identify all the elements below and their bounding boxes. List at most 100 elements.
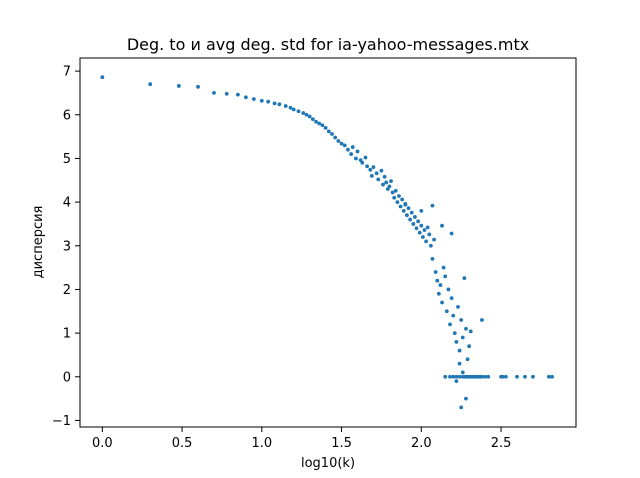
data-point — [457, 348, 462, 353]
data-point — [468, 329, 473, 334]
data-point — [486, 374, 491, 379]
data-point — [480, 318, 484, 322]
data-point — [384, 180, 389, 185]
data-point — [400, 197, 405, 202]
data-point — [457, 374, 462, 379]
data-point — [531, 374, 535, 379]
data-point — [550, 374, 554, 379]
y-axis-ticks: −1 0 1 2 3 4 5 6 7 — [52, 65, 80, 429]
data-point — [360, 160, 365, 165]
data-point — [449, 296, 454, 301]
data-point — [382, 174, 387, 179]
y-tick-label: 3 — [63, 239, 71, 254]
data-point — [430, 203, 435, 208]
data-point — [354, 156, 358, 161]
data-point — [460, 370, 465, 375]
chart-title: Deg. to и avg deg. std for ia-yahoo-mess… — [127, 35, 529, 54]
data-point — [212, 91, 216, 95]
data-point — [446, 287, 451, 292]
data-point — [392, 195, 397, 200]
data-point — [296, 109, 301, 114]
data-point — [465, 357, 470, 362]
data-point — [307, 114, 312, 119]
data-point — [436, 291, 441, 296]
data-point — [336, 139, 341, 143]
data-point — [349, 152, 354, 156]
y-tick-label: 2 — [63, 283, 71, 298]
axes-frame — [79, 57, 577, 428]
x-tick-label: 2.5 — [491, 436, 512, 451]
data-point — [503, 374, 508, 379]
data-point — [390, 190, 395, 195]
x-axis-ticks: 0.0 0.5 1.0 1.5 2.0 2.5 — [92, 427, 511, 451]
data-point — [523, 374, 527, 379]
data-point — [422, 228, 427, 232]
data-point — [441, 265, 446, 270]
data-point — [433, 270, 438, 274]
data-point — [397, 194, 401, 198]
x-tick-label: 2.0 — [411, 436, 432, 451]
data-point — [176, 84, 181, 88]
data-point — [454, 339, 459, 344]
data-point — [440, 300, 444, 305]
data-point — [432, 237, 436, 242]
data-point — [251, 97, 256, 101]
data-point — [416, 219, 421, 224]
x-tick-label: 0.5 — [172, 436, 193, 451]
data-points — [100, 75, 554, 410]
data-point — [451, 374, 456, 379]
data-point — [451, 313, 456, 318]
data-point — [381, 182, 385, 187]
data-point — [310, 117, 315, 122]
data-point — [546, 374, 551, 379]
data-point — [196, 84, 200, 89]
data-point — [456, 305, 460, 309]
data-point — [440, 223, 444, 228]
data-point — [342, 143, 347, 148]
data-point — [371, 165, 376, 170]
data-point — [243, 95, 248, 100]
data-point — [291, 107, 296, 112]
data-point — [459, 405, 464, 410]
data-point — [483, 374, 487, 379]
data-point — [339, 141, 344, 146]
data-point — [443, 374, 448, 379]
data-point — [148, 82, 153, 87]
data-point — [387, 184, 392, 189]
y-tick-label: 4 — [63, 196, 71, 211]
y-axis-label: дисперсия — [31, 206, 46, 279]
y-tick-label: 6 — [63, 108, 71, 123]
data-point — [515, 374, 519, 379]
data-point — [457, 361, 462, 366]
data-point — [424, 239, 428, 244]
data-point — [459, 318, 464, 322]
data-point — [425, 225, 430, 230]
data-point — [266, 99, 271, 104]
data-point — [100, 75, 105, 80]
data-point — [452, 331, 457, 336]
data-point — [368, 167, 373, 172]
data-point — [417, 230, 422, 235]
data-point — [419, 223, 424, 228]
data-point — [283, 104, 288, 108]
data-point — [460, 335, 465, 340]
data-point — [395, 200, 400, 205]
data-point — [272, 101, 277, 106]
data-point — [288, 105, 293, 110]
data-point — [401, 208, 406, 213]
y-tick-label: 0 — [63, 370, 71, 385]
data-point — [376, 177, 381, 182]
x-axis-label: log10(k) — [301, 456, 355, 471]
data-point — [435, 278, 440, 283]
x-tick-label: 1.0 — [251, 436, 272, 451]
data-point — [259, 98, 264, 103]
data-point — [413, 215, 417, 219]
x-tick-label: 1.5 — [331, 436, 352, 451]
data-point — [430, 256, 435, 261]
data-point — [405, 213, 409, 218]
data-point — [369, 174, 374, 178]
data-point — [304, 112, 309, 117]
data-point — [235, 92, 240, 97]
